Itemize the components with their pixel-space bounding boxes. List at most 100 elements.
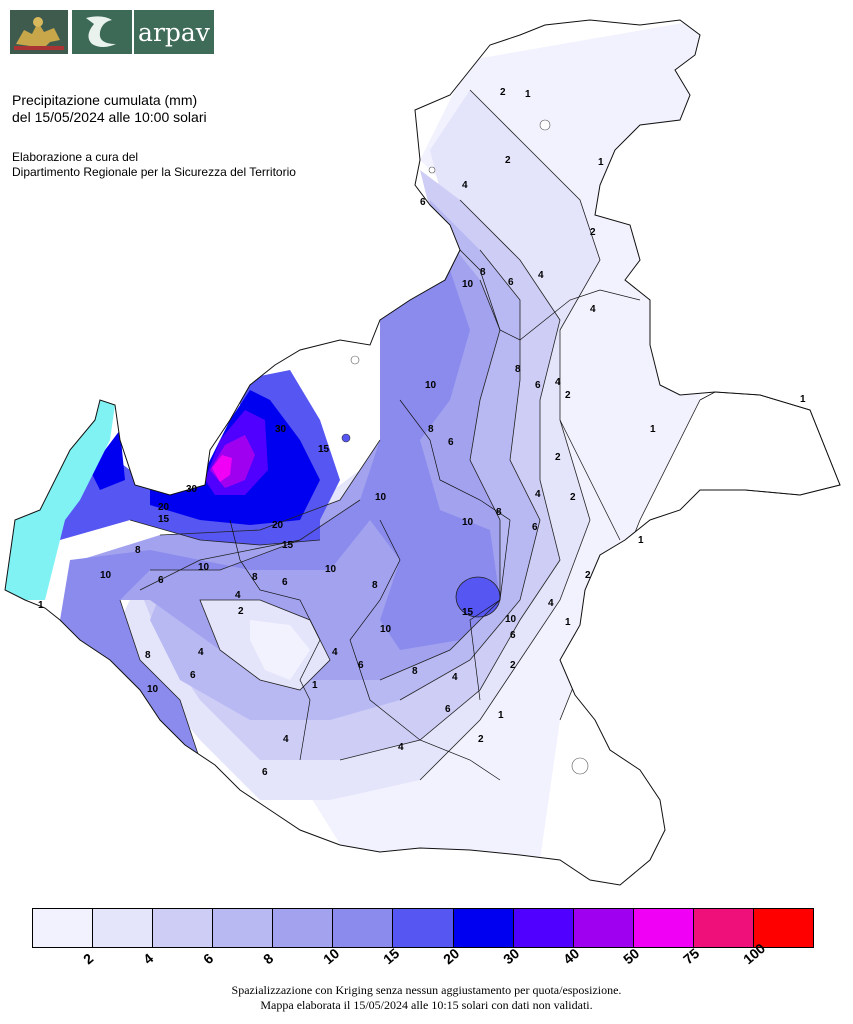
contour-label: 2 (590, 227, 596, 238)
contour-label: 10 (462, 279, 474, 290)
contour-label: 4 (548, 598, 554, 609)
legend-label: 50 (620, 944, 643, 968)
contour-label: 8 (252, 572, 258, 583)
contour-label: 6 (532, 522, 538, 533)
contour-label: 4 (332, 647, 338, 658)
contour-label: 6 (190, 670, 196, 681)
contour-label: 4 (462, 180, 468, 191)
contour-label: 1 (38, 600, 44, 611)
contour-label: 2 (238, 606, 244, 617)
precipitation-legend (32, 908, 814, 948)
contour-label: 2 (505, 155, 511, 166)
contour-label: 8 (145, 650, 151, 661)
contour-label: 10 (505, 614, 517, 625)
legend-label: 40 (560, 944, 583, 968)
contour-label: 6 (282, 577, 288, 588)
legend-swatch (213, 909, 274, 947)
contour-label: 15 (158, 514, 170, 525)
contour-label: 10 (380, 624, 392, 635)
contour-label: 10 (100, 570, 112, 581)
contour-label: 1 (565, 617, 571, 628)
legend-swatch (753, 909, 814, 947)
contour-label: 10 (147, 684, 159, 695)
contour-label: 6 (448, 437, 454, 448)
legend-color-bar (32, 908, 814, 948)
contour-label: 4 (398, 742, 404, 753)
contour-label: 30 (186, 484, 198, 495)
legend-swatch (693, 909, 754, 947)
contour-label: 1 (525, 89, 531, 100)
contour-label: 30 (275, 424, 287, 435)
contour-label: 4 (235, 590, 241, 601)
legend-swatch (453, 909, 514, 947)
contour-label: 1 (598, 157, 604, 168)
legend-label: 2 (80, 949, 97, 968)
map-title: Precipitazione cumulata (mm) (12, 92, 198, 108)
processing-note: Mappa elaborata il 15/05/2024 alle 10:15… (260, 998, 593, 1012)
contour-label: 2 (570, 492, 576, 503)
contour-label: 2 (585, 570, 591, 581)
contour-label: 15 (318, 444, 330, 455)
precipitation-map: 2 1 2 1 4 6 2 8 10 6 4 4 8 6 4 2 10 8 6 … (4, 19, 841, 886)
contour-label: 6 (158, 575, 164, 586)
contour-label: 6 (420, 197, 426, 208)
arpav-mark-icon (72, 10, 132, 54)
legend-label: 30 (500, 944, 523, 968)
contour-label: 8 (135, 545, 141, 556)
contour-label: 6 (445, 704, 451, 715)
contour-label: 10 (325, 564, 337, 575)
legend-label: 75 (680, 944, 703, 968)
legend-swatch (93, 909, 154, 947)
contour-label: 4 (590, 304, 596, 315)
legend-swatch (573, 909, 634, 947)
legend-swatch (633, 909, 694, 947)
arpav-logo: arpav (10, 10, 214, 54)
contour-label: 6 (358, 660, 364, 671)
contour-label: 4 (283, 734, 289, 745)
contour-label: 8 (480, 267, 486, 278)
contour-label: 2 (500, 87, 506, 98)
contour-label: 8 (412, 666, 418, 677)
legend-label: 4 (140, 949, 157, 968)
contour-label: 10 (375, 492, 387, 503)
contour-label: 15 (462, 607, 474, 618)
contour-label: 1 (638, 535, 644, 546)
method-note: Spazializzazione con Kriging senza nessu… (231, 983, 622, 997)
legend-swatch (153, 909, 214, 947)
credit-line-2: Dipartimento Regionale per la Sicurezza … (12, 165, 296, 179)
contour-label: 4 (555, 377, 561, 388)
contour-label: 1 (498, 710, 504, 721)
contour-label: 8 (515, 364, 521, 375)
legend-swatch (333, 909, 394, 947)
contour-label: 4 (535, 489, 541, 500)
legend-label: 10 (320, 944, 343, 968)
contour-label: 6 (510, 630, 516, 641)
contour-label: 10 (462, 517, 474, 528)
contour-label: 2 (565, 390, 571, 401)
contour-label: 4 (198, 647, 204, 658)
contour-label: 1 (650, 424, 656, 435)
contour-label: 6 (535, 380, 541, 391)
contour-label: 2 (510, 660, 516, 671)
credit-line-1: Elaborazione a cura del (12, 150, 139, 164)
contour-label: 2 (478, 734, 484, 745)
legend-swatch (393, 909, 454, 947)
map-subtitle: del 15/05/2024 alle 10:00 solari (12, 109, 207, 125)
contour-label: 20 (272, 520, 284, 531)
contour-label: 15 (282, 540, 294, 551)
contour-label: 20 (158, 502, 170, 513)
logo-text: arpav (134, 10, 214, 54)
contour-label: 8 (496, 507, 502, 518)
contour-label: 1 (312, 680, 318, 691)
legend-swatch (33, 909, 94, 947)
legend-swatch (273, 909, 334, 947)
contour-label: 4 (538, 270, 544, 281)
contour-label: 8 (372, 580, 378, 591)
contour-label: 10 (198, 562, 210, 573)
contour-label: 1 (800, 394, 806, 405)
contour-label: 8 (428, 424, 434, 435)
legend-label: 8 (260, 949, 277, 968)
contour-label: 6 (262, 767, 268, 778)
contour-label: 6 (508, 277, 514, 288)
contour-label: 2 (555, 452, 561, 463)
